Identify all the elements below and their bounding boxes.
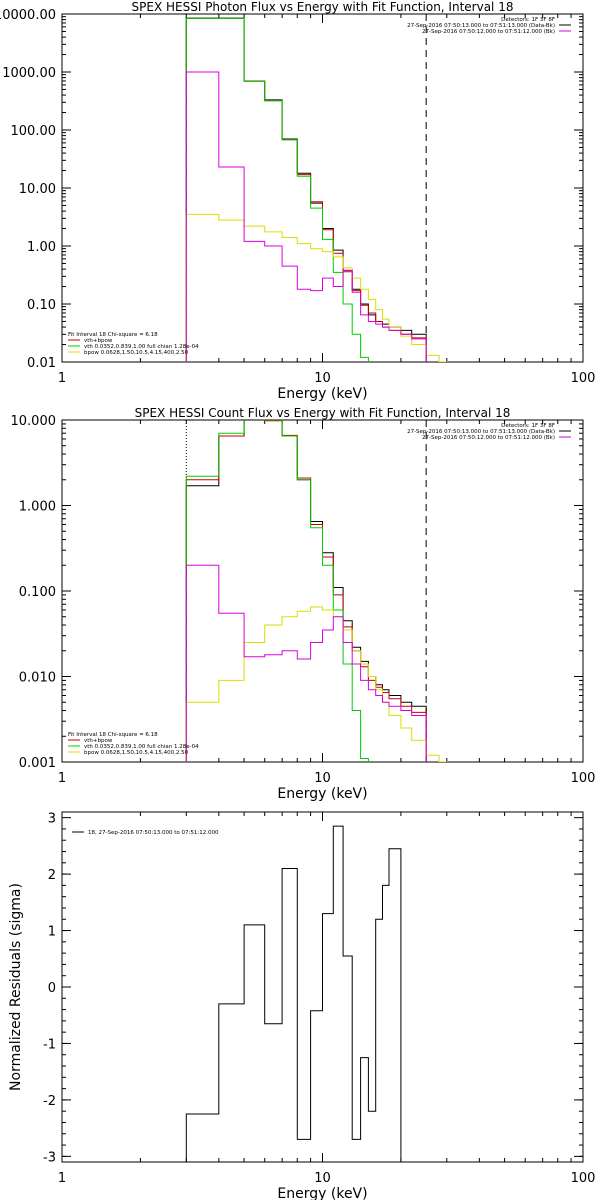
plot-frame <box>61 13 584 363</box>
y-axis-label: Normalized Residuals (sigma) <box>8 883 24 1091</box>
legend-entry: vth+bpow <box>84 738 113 744</box>
legend-entry: 27-Sep-2016 07:50:13.000 to 07:51:13.000… <box>407 429 555 435</box>
chart-panel-3: 1 10 100 -3 -2 -1 0 1 2 3 Energy (keV) Normalized R… <box>8 811 596 1200</box>
series-vth <box>185 17 369 362</box>
legend-entry: vth 0.0352,0.839,1.00 full chian 1.28e-0… <box>84 344 199 350</box>
chart-title: SPEX HESSI Count Flux vs Energy with Fit… <box>135 406 511 420</box>
series-group <box>185 17 448 362</box>
series-vth <box>185 420 369 762</box>
series-data <box>185 17 427 362</box>
chart-panel-2: SPEX HESSI Count Flux vs Energy with Fit… <box>11 406 596 802</box>
legend-entry: 18, 27-Sep-2016 07:50:13.000 to 07:51:12… <box>88 830 219 836</box>
x-axis-label: Energy (keV) <box>277 786 367 802</box>
legend-entry: bpow 0.0628,1.50,10.5,4.15,400,2.50 <box>84 350 189 356</box>
y-tick-label: 3 <box>48 812 56 827</box>
y-tick-label: 10.00 <box>19 182 56 197</box>
legend-entry: vth+bpow <box>84 338 113 344</box>
y-tick-label: 0 <box>48 981 56 996</box>
legend-entry: 27-Sep-2016 07:50:12.000 to 07:51:12.000… <box>422 29 555 35</box>
y-tick-label: 10000.00 <box>0 8 56 23</box>
y-tick-label: 100.00 <box>11 124 57 139</box>
legend-entry: Detectors: 1F 3F 8F <box>501 17 555 23</box>
x-tick-label: 1 <box>58 1171 66 1186</box>
y-tick-label: -1 <box>43 1037 56 1052</box>
y-tick-label: 2 <box>48 868 56 883</box>
y-tick-label: -2 <box>43 1094 56 1109</box>
series-data <box>185 420 427 762</box>
series-group <box>185 420 448 762</box>
y-tick-label: -3 <box>43 1150 56 1165</box>
y-tick-label: 10.000 <box>11 414 57 429</box>
y-tick-label: 1.000 <box>19 500 56 515</box>
legend-entry: 27-Sep-2016 07:50:12.000 to 07:51:12.000… <box>422 435 555 441</box>
y-tick-label: 0.010 <box>19 671 56 686</box>
series-group <box>185 825 402 1162</box>
legend-entry: vth 0.0352,0.839,1.00 full chian 1.28e-0… <box>84 744 199 750</box>
chart-panel-1: SPEX HESSI Photon Flux vs Energy with Fi… <box>0 0 595 402</box>
legend-entry: Fit Interval 18 Chi-square = 6.18 <box>68 732 158 738</box>
y-tick-label: 1 <box>48 925 56 940</box>
chart-title: SPEX HESSI Photon Flux vs Energy with Fi… <box>132 0 514 14</box>
legend-entry: 27-Sep-2016 07:50:13.000 to 07:51:13.000… <box>407 23 555 29</box>
x-tick-label: 100 <box>571 1171 596 1186</box>
x-tick-label: 100 <box>571 371 596 386</box>
x-tick-label: 100 <box>571 771 596 786</box>
x-tick-label: 1 <box>58 771 66 786</box>
x-tick-label: 10 <box>314 371 331 386</box>
series-total <box>185 17 427 362</box>
y-tick-label: 0.10 <box>27 298 56 313</box>
legend-entry: Fit Interval 18 Chi-square = 6.18 <box>68 332 158 338</box>
legend-entry: bpow 0.0628,1.50,10.5,4.15,400,2.50 <box>84 750 189 756</box>
series-bk <box>185 564 427 762</box>
series-bk <box>185 71 427 362</box>
series-data <box>185 825 402 1162</box>
x-tick-label: 10 <box>314 771 331 786</box>
series-bpow <box>185 606 448 762</box>
series-total <box>185 420 427 762</box>
y-tick-label: 1000.00 <box>2 66 56 81</box>
plot-frame <box>61 419 584 763</box>
x-axis-label: Energy (keV) <box>277 386 367 402</box>
y-tick-label: 0.01 <box>27 356 56 371</box>
y-tick-label: 0.100 <box>19 585 56 600</box>
x-axis-label: Energy (keV) <box>277 1186 367 1200</box>
y-tick-label: 1.00 <box>27 240 56 255</box>
y-tick-label: 0.001 <box>19 756 56 771</box>
legend-entry: Detectors: 1F 3F 8F <box>501 423 555 429</box>
x-tick-label: 1 <box>58 371 66 386</box>
x-tick-label: 10 <box>314 1171 331 1186</box>
